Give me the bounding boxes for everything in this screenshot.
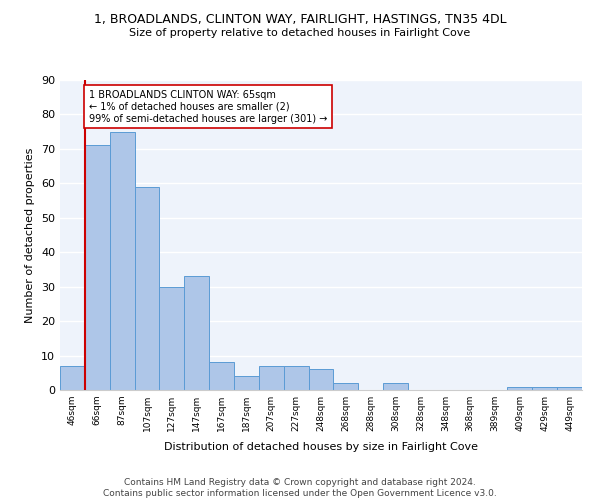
Bar xyxy=(557,386,582,390)
Text: Size of property relative to detached houses in Fairlight Cove: Size of property relative to detached ho… xyxy=(130,28,470,38)
Bar xyxy=(160,286,184,390)
Bar xyxy=(85,146,110,390)
Bar xyxy=(110,132,134,390)
Text: Contains HM Land Registry data © Crown copyright and database right 2024.
Contai: Contains HM Land Registry data © Crown c… xyxy=(103,478,497,498)
Text: Distribution of detached houses by size in Fairlight Cove: Distribution of detached houses by size … xyxy=(164,442,478,452)
Bar xyxy=(383,383,408,390)
Bar xyxy=(184,276,209,390)
Bar xyxy=(234,376,259,390)
Text: 1 BROADLANDS CLINTON WAY: 65sqm
← 1% of detached houses are smaller (2)
99% of s: 1 BROADLANDS CLINTON WAY: 65sqm ← 1% of … xyxy=(89,90,327,124)
Bar xyxy=(209,362,234,390)
Bar xyxy=(259,366,284,390)
Y-axis label: Number of detached properties: Number of detached properties xyxy=(25,148,35,322)
Bar xyxy=(284,366,308,390)
Bar xyxy=(532,386,557,390)
Bar xyxy=(334,383,358,390)
Bar xyxy=(508,386,532,390)
Bar xyxy=(308,370,334,390)
Bar xyxy=(60,366,85,390)
Bar xyxy=(134,187,160,390)
Text: 1, BROADLANDS, CLINTON WAY, FAIRLIGHT, HASTINGS, TN35 4DL: 1, BROADLANDS, CLINTON WAY, FAIRLIGHT, H… xyxy=(94,12,506,26)
